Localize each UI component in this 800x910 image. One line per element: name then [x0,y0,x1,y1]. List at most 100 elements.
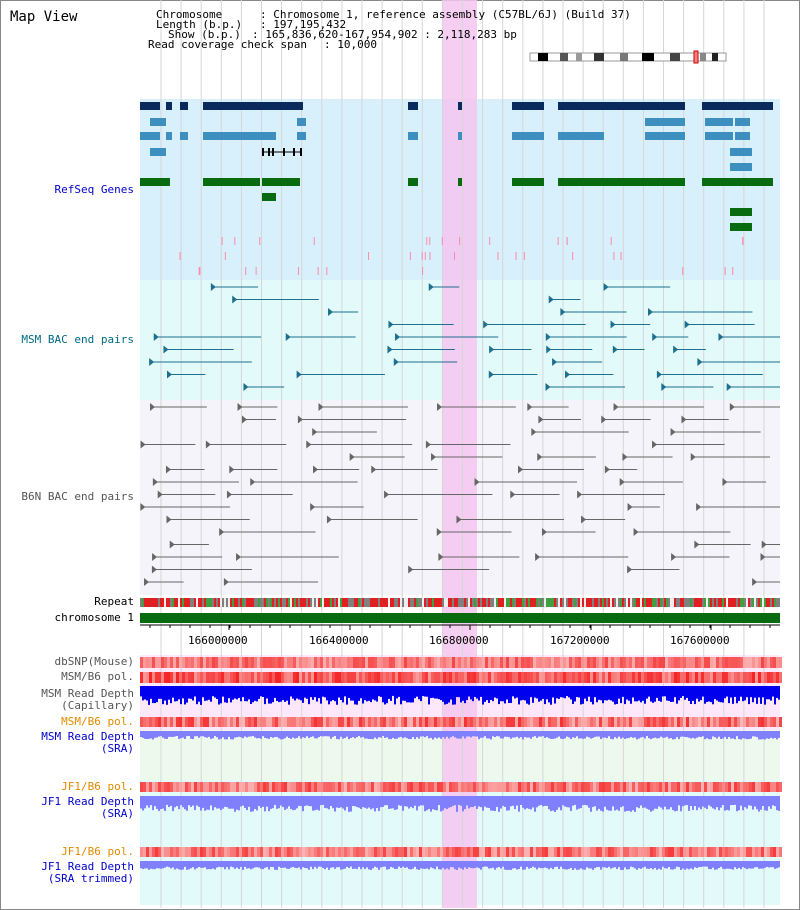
read-depth-bar [314,796,316,811]
read-depth-bar [254,731,256,738]
read-depth-bar [192,686,194,701]
refseq-pink-mark [421,252,423,260]
read-depth-bar [724,861,726,870]
read-depth-bar [720,796,722,808]
repeat-mark [588,598,590,607]
read-depth-bar [702,861,704,867]
read-depth-bar [352,861,354,870]
heat-strip-cell [749,847,752,857]
repeat-mark [396,598,398,607]
read-depth-bar [588,731,590,738]
heat-strip-cell [683,717,686,727]
read-depth-bar [294,861,296,868]
msm-bac-pair-end [428,283,434,291]
read-depth-bar [388,861,390,870]
heat-strip-cell [644,672,647,683]
read-depth-bar [606,861,608,868]
chromosome-label[interactable]: chromosome 1 [54,611,134,624]
heat-strip-cell [413,672,416,683]
heat-strip-cell [248,717,251,727]
jf1-read-depth-sra-label[interactable]: JF1 Read Depth [41,795,134,808]
refseq-label[interactable]: RefSeq Genes [54,183,134,196]
repeat-mark [738,598,740,607]
read-depth-bar [300,861,302,870]
heat-strip-cell [626,672,629,683]
read-depth-bar [242,686,244,698]
b6n-bac-pair-end [313,465,319,474]
heat-strip-cell [719,672,722,683]
b6n-bac-pair-end [601,415,607,424]
read-depth-bar [330,796,332,806]
msm-b6-pol-label-1[interactable]: MSM/B6 pol. [61,670,134,683]
gene-exon [458,132,462,140]
repeat-label[interactable]: Repeat [94,595,134,608]
msm-read-depth-sra-label[interactable]: MSM Read Depth [41,730,134,743]
read-depth-bar [272,686,274,703]
read-depth-bar [318,686,320,699]
heat-strip-cell [500,847,503,857]
heat-strip-cell [773,847,776,857]
heat-strip-cell [707,717,710,727]
heat-strip-cell [248,782,251,792]
refseq-pink-mark [732,267,734,275]
heat-strip-cell [686,847,689,857]
b6n-bac-label[interactable]: B6N BAC end pairs [21,490,134,503]
msm-read-depth-capillary-label[interactable]: MSM Read Depth [41,687,134,700]
heat-strip-cell [629,847,632,857]
msm-b6-pol-label-2[interactable]: MSM/B6 pol. [61,715,134,728]
read-depth-bar [444,731,446,739]
heat-strip-cell [263,782,266,792]
jf1-b6-pol-label-2[interactable]: JF1/B6 pol. [61,845,134,858]
read-depth-bar [430,861,432,868]
read-depth-bar [618,796,620,811]
heat-strip-cell [218,782,221,792]
read-depth-bar [520,861,522,867]
heat-strip-cell [731,657,734,668]
read-depth-bar [396,686,398,699]
read-depth-bar [356,861,358,870]
read-depth-bar [714,796,716,810]
dbsnp-label[interactable]: dbSNP(Mouse) [54,655,134,668]
heat-strip-cell [188,782,191,792]
read-depth-bar [420,861,422,869]
ideogram-band [700,53,706,61]
chromosome-info: Chromosome: Chromosome 1, reference asse… [148,8,631,51]
repeat-mark [448,598,450,607]
msm-bac-pair-end [661,383,667,391]
read-depth-bar [650,731,652,740]
read-depth-bar [668,686,670,701]
heat-strip-cell [539,672,542,683]
gene-exon [297,118,306,126]
heat-strip-cell [638,782,641,792]
heat-strip-cell [350,782,353,792]
read-depth-bar [490,861,492,869]
heat-strip-cell [263,717,266,727]
read-depth-bar [214,796,216,808]
heat-strip-cell [629,672,632,683]
heat-strip-cell [275,847,278,857]
read-depth-bar [156,731,158,738]
jf1-read-depth-trimmed-label[interactable]: JF1 Read Depth [41,860,134,873]
read-depth-bar [226,861,228,868]
msm-bac-label[interactable]: MSM BAC end pairs [21,333,134,346]
read-depth-bar [554,731,556,739]
read-depth-bar [528,731,530,738]
read-depth-bar [374,796,376,812]
read-depth-bar [188,686,190,699]
heat-strip-cell [293,657,296,668]
jf1-b6-pol-label-1[interactable]: JF1/B6 pol. [61,780,134,793]
read-depth-bar [328,686,330,705]
read-depth-bar [724,731,726,737]
read-depth-bar [666,796,668,810]
read-depth-bar [206,796,208,810]
read-depth-bar [162,731,164,738]
b6n-bac-pair-end [627,565,633,574]
read-depth-bar [404,861,406,868]
msm-bac-pair-end [652,333,658,341]
heat-strip-cell [251,717,254,727]
read-depth-bar [742,861,744,868]
read-depth-bar [484,861,486,867]
heat-strip-cell [530,672,533,683]
heat-strip-cell [341,657,344,668]
